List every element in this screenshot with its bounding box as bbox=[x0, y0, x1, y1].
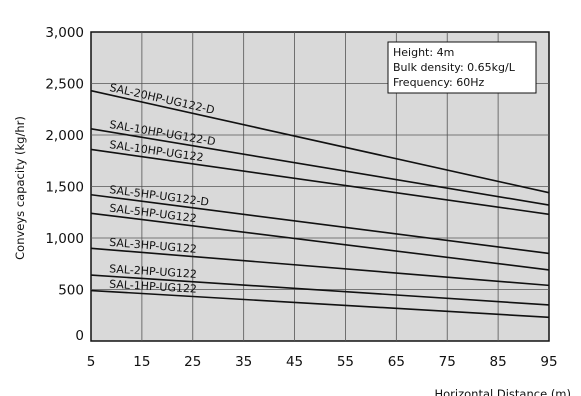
x-tick-label: 35 bbox=[235, 354, 252, 370]
y-tick-label: 3,000 bbox=[45, 25, 84, 41]
x-tick-label: 25 bbox=[184, 354, 201, 370]
y-axis-ticks: 0 500 1,000 1,500 2,000 2,500 3,000 bbox=[45, 25, 84, 344]
y-axis-title: Conveys capacity (kg/hr) bbox=[13, 116, 27, 260]
series-line bbox=[90, 193, 550, 255]
series-label: SAL-1HP-UG122 bbox=[109, 278, 197, 296]
series-line bbox=[90, 89, 550, 194]
y-tick-label: 500 bbox=[58, 283, 84, 299]
x-tick-label: 45 bbox=[286, 354, 303, 370]
x-tick-label: 95 bbox=[540, 354, 557, 370]
series-label: SAL-2HP-UG122 bbox=[109, 262, 197, 281]
note-frequency: Frequency: 60Hz bbox=[393, 76, 484, 89]
x-tick-label: 65 bbox=[388, 354, 405, 370]
y-tick-label: 0 bbox=[75, 328, 84, 344]
series-line bbox=[90, 247, 550, 287]
x-tick-label: 85 bbox=[490, 354, 507, 370]
series-line bbox=[90, 212, 550, 271]
y-tick-label: 2,500 bbox=[45, 77, 84, 93]
chart-note-box: Height: 4m Bulk density: 0.65kg/L Freque… bbox=[387, 41, 537, 94]
series-line bbox=[90, 128, 550, 206]
note-box-frame bbox=[387, 41, 537, 94]
y-tick-label: 1,000 bbox=[45, 231, 84, 247]
series-lines bbox=[90, 89, 550, 319]
y-tick-label: 2,000 bbox=[45, 128, 84, 144]
series-line bbox=[90, 148, 550, 216]
x-axis-ticks: 5 15 25 35 45 55 65 75 85 95 bbox=[87, 354, 558, 370]
series-line bbox=[90, 274, 550, 306]
x-axis-title: Horizontal Distance (m) bbox=[435, 387, 572, 396]
series-line bbox=[90, 289, 550, 319]
note-height: Height: 4m bbox=[393, 46, 454, 59]
note-bulk-density: Bulk density: 0.65kg/L bbox=[393, 61, 516, 74]
y-tick-label: 1,500 bbox=[45, 180, 84, 196]
x-tick-label: 55 bbox=[337, 354, 354, 370]
x-tick-label: 15 bbox=[133, 354, 150, 370]
x-tick-label: 75 bbox=[439, 354, 456, 370]
x-tick-label: 5 bbox=[87, 354, 96, 370]
